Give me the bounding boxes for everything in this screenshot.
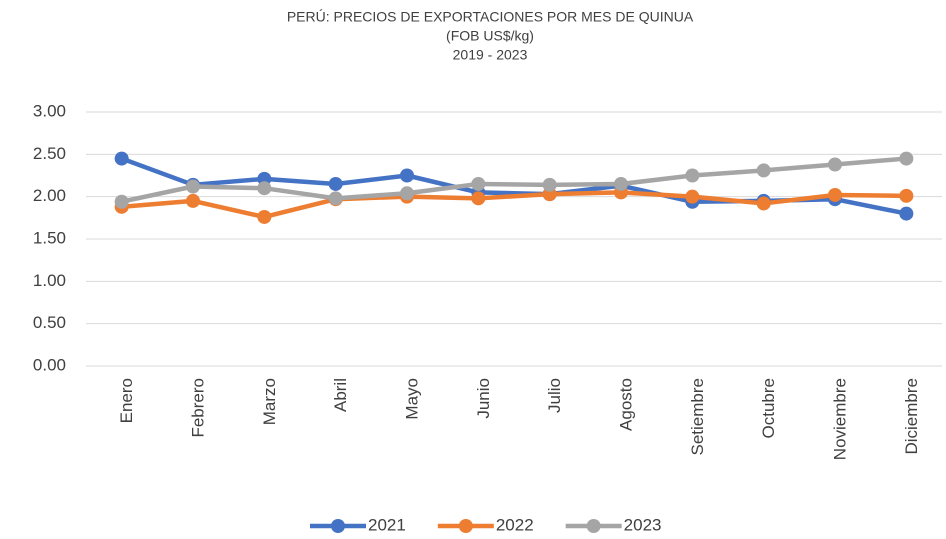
x-tick-label: Mayo [402,378,421,420]
y-tick-label: 1.50 [33,228,66,247]
legend-label: 2022 [496,515,534,534]
point [685,189,700,204]
point [328,191,343,206]
x-tick-label: Agosto [616,378,635,431]
x-tick-label: Enero [117,378,136,423]
x-tick-label: Noviembre [830,378,849,460]
x-tick-label: Octubre [759,378,778,438]
legend-label: 2021 [368,515,406,534]
x-tick-label: Diciembre [902,378,921,455]
point [186,179,200,194]
series-line [121,156,907,204]
y-tick-label: 2.50 [33,144,66,163]
legend-marker [586,519,601,533]
chart-subtitle: 2019 - 2023 [453,47,528,63]
point [756,163,771,178]
x-tick-label: Abril [331,378,350,412]
point [685,168,700,183]
point [756,196,771,211]
point [114,194,129,209]
point [114,151,129,166]
point [899,188,914,203]
legend-marker [458,519,473,533]
chart-title: PERÚ: PRECIOS DE EXPORTACIONES POR MES D… [287,9,694,25]
point [257,209,272,224]
y-tick-label: 0.50 [33,313,66,332]
x-tick-label: Febrero [188,378,207,438]
series-line [121,190,907,220]
x-tick-label: Marzo [260,378,279,425]
point [614,176,628,191]
legend-marker [331,519,345,533]
point [257,181,272,196]
point [828,157,842,172]
point [471,176,486,191]
point [899,206,914,221]
point [542,177,557,192]
legend-label: 2023 [624,515,662,534]
y-tick-label: 2.00 [33,186,66,205]
x-tick-label: Julio [545,378,564,413]
point [328,176,343,191]
point [899,151,914,166]
y-tick-label: 0.00 [33,355,66,374]
x-tick-label: Setiembre [688,378,707,455]
chart-subtitle: (FOB US$/kg) [446,28,534,44]
point [400,168,414,183]
point [400,186,414,201]
point [828,187,842,202]
point [471,191,486,206]
x-tick-label: Junio [474,378,493,419]
y-tick-label: 3.00 [33,101,66,120]
y-tick-label: 1.00 [33,271,66,290]
point [186,193,200,208]
